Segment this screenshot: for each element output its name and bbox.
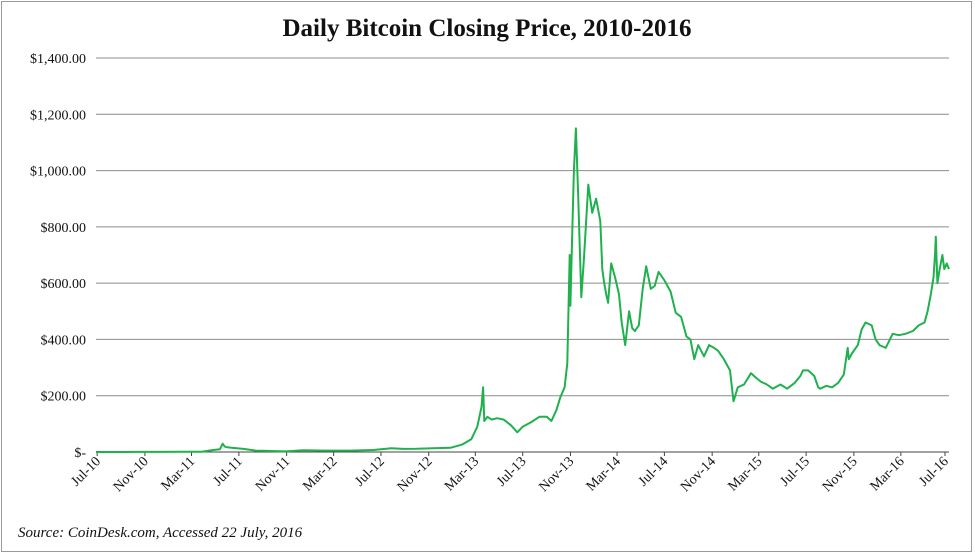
y-tick-label: $800.00 <box>41 221 87 236</box>
y-tick-label: $- <box>74 446 86 461</box>
y-tick-label: $400.00 <box>41 333 87 348</box>
x-tick-label: Nov-14 <box>678 454 719 495</box>
source-note: Source: CoinDesk.com, Accessed 22 July, … <box>18 525 303 541</box>
chart-title: Daily Bitcoin Closing Price, 2010-2016 <box>283 15 692 42</box>
x-tick-label: Nov-13 <box>536 454 577 495</box>
y-tick-label: $1,200.00 <box>30 108 86 123</box>
x-axis-tick-labels: Jul-10 Nov-10 Mar-11 Jul-11 Nov-11 Mar-12 Jul-… <box>69 452 952 495</box>
x-tick-label: Jul-14 <box>636 454 671 489</box>
x-tick-label: Mar-14 <box>584 454 624 494</box>
x-tick-label: Mar-13 <box>442 454 482 494</box>
x-tick-label: Nov-15 <box>820 454 861 495</box>
y-tick-label: $1,000.00 <box>30 165 86 180</box>
x-tick-label: Jul-13 <box>494 454 529 489</box>
x-tick-label: Mar-15 <box>725 454 765 494</box>
x-tick-label: Mar-11 <box>159 454 199 494</box>
x-tick-label: Nov-10 <box>111 454 152 495</box>
y-axis-tick-labels: $- $200.00 $400.00 $600.00 $800.00 $1,000.00 $… <box>30 52 86 461</box>
gridlines <box>96 57 949 453</box>
x-tick-label: Jul-16 <box>916 454 951 489</box>
series-line-bitcoin-price <box>96 127 950 453</box>
x-tick-label: Jul-12 <box>352 454 387 489</box>
y-tick-label: $1,400.00 <box>30 52 86 67</box>
x-tick-label: Jul-15 <box>778 454 813 489</box>
y-tick-label: $200.00 <box>41 390 87 405</box>
y-tick-label: $600.00 <box>41 277 87 292</box>
x-tick-label: Jul-11 <box>211 454 246 489</box>
x-tick-label: Mar-12 <box>300 454 340 494</box>
x-tick-label: Mar-16 <box>868 454 908 494</box>
x-tick-label: Nov-12 <box>395 454 436 495</box>
x-tick-label: Nov-11 <box>253 454 293 494</box>
series-group <box>96 127 950 453</box>
